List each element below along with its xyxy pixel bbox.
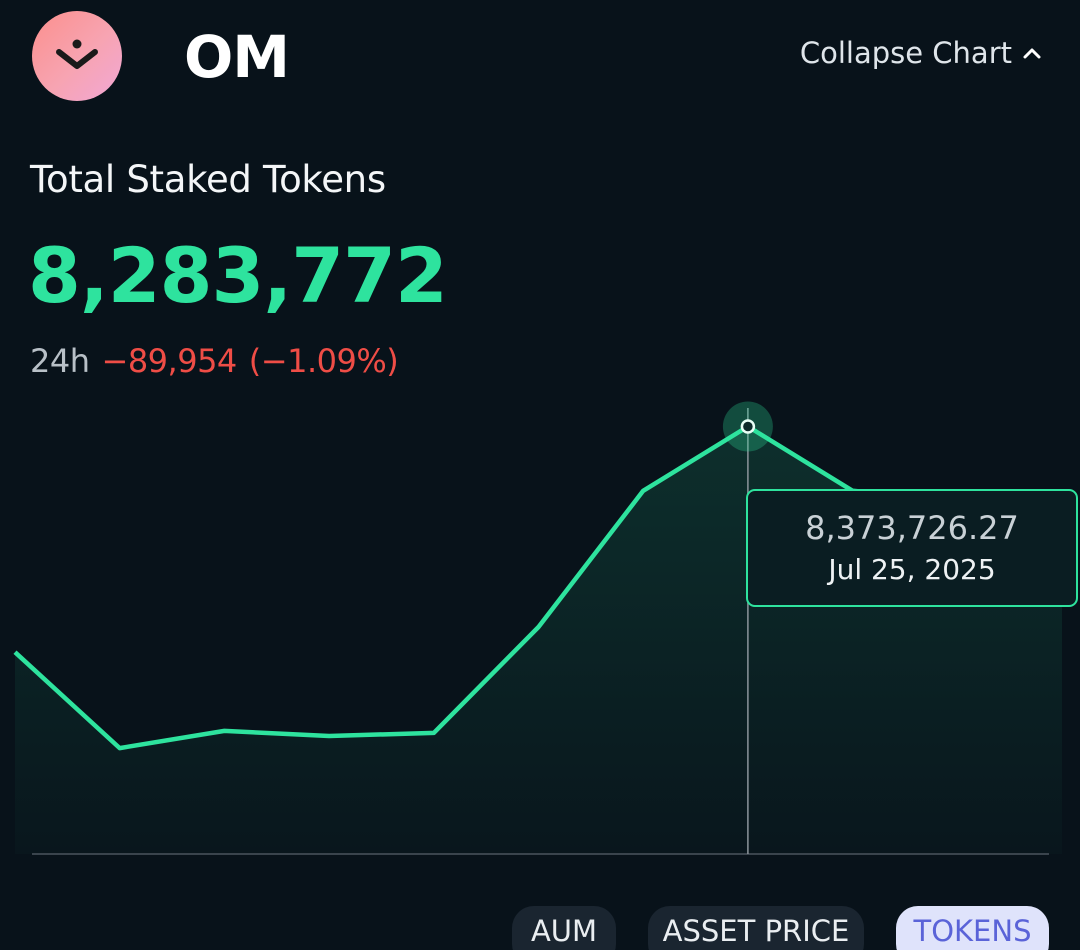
data-point[interactable]: [118, 746, 122, 750]
data-point[interactable]: [327, 734, 331, 738]
chart-tooltip: 8,373,726.27 Jul 25, 2025: [746, 489, 1078, 607]
mantra-logo-icon: [56, 39, 98, 69]
data-point[interactable]: [641, 489, 645, 493]
area-chart[interactable]: [0, 400, 1080, 870]
tooltip-value: 8,373,726.27: [805, 509, 1019, 547]
tab-aum[interactable]: AUM: [512, 906, 616, 950]
change-absolute: −89,954: [101, 342, 238, 380]
tab-label: AUM: [530, 914, 598, 948]
metric-value: 8,283,772: [28, 231, 448, 320]
data-point[interactable]: [13, 650, 17, 654]
tab-label: ASSET PRICE: [662, 914, 850, 948]
tooltip-date: Jul 25, 2025: [828, 553, 996, 586]
metric-title: Total Staked Tokens: [30, 158, 386, 201]
highlight-point: [740, 419, 756, 434]
chevron-up-icon: [1023, 48, 1041, 59]
change-percent: (−1.09%): [248, 342, 399, 380]
tab-label: TOKENS: [913, 914, 1032, 948]
data-point[interactable]: [537, 625, 541, 629]
tab-asset-price[interactable]: ASSET PRICE: [648, 906, 864, 950]
chart-area[interactable]: [0, 400, 1080, 870]
token-logo: [32, 11, 122, 101]
data-point[interactable]: [432, 731, 436, 735]
change-row: 24h −89,954 (−1.09%): [30, 342, 399, 380]
tab-tokens[interactable]: TOKENS: [896, 906, 1049, 950]
data-point[interactable]: [222, 729, 226, 733]
collapse-chart-button[interactable]: Collapse Chart: [800, 36, 1042, 70]
chart-tabs: AUM ASSET PRICE TOKENS: [0, 906, 1080, 950]
collapse-chart-label: Collapse Chart: [799, 36, 1012, 70]
change-period: 24h: [30, 342, 90, 380]
token-symbol: OM: [184, 23, 290, 91]
